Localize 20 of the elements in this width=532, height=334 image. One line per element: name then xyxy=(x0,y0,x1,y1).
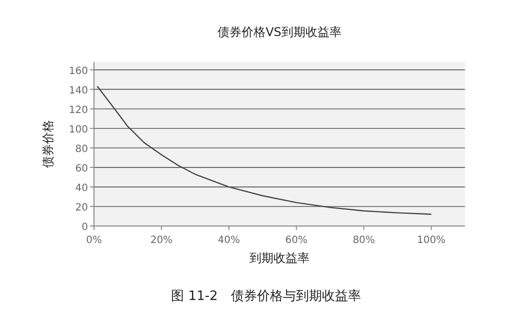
x-tick-label: 20% xyxy=(150,235,173,246)
y-tick-label: 100 xyxy=(68,124,88,136)
y-tick-label: 20 xyxy=(75,202,88,214)
x-tick-label: 80% xyxy=(352,235,375,246)
y-tick-label: 120 xyxy=(68,104,88,116)
y-tick-label: 60 xyxy=(75,163,88,174)
chart-title: 债券价格VS到期收益率 xyxy=(218,25,342,39)
y-axis-title: 债券价格 xyxy=(41,120,55,168)
y-tick-label: 160 xyxy=(68,66,88,77)
caption: 图 11-2 债券价格与到期收益率 xyxy=(171,288,361,304)
y-tick-label: 140 xyxy=(68,85,88,96)
line-series xyxy=(96,86,432,215)
x-axis-title: 到期收益率 xyxy=(250,251,310,265)
x-tick-label: 0% xyxy=(86,235,102,246)
y-tick-label: 0 xyxy=(82,222,88,233)
y-tick-label: 80 xyxy=(75,144,88,155)
x-tick-label: 60% xyxy=(285,235,308,246)
y-tick-label: 40 xyxy=(75,182,88,194)
x-tick-label: 40% xyxy=(218,235,240,246)
x-tick-label: 100% xyxy=(416,235,446,246)
